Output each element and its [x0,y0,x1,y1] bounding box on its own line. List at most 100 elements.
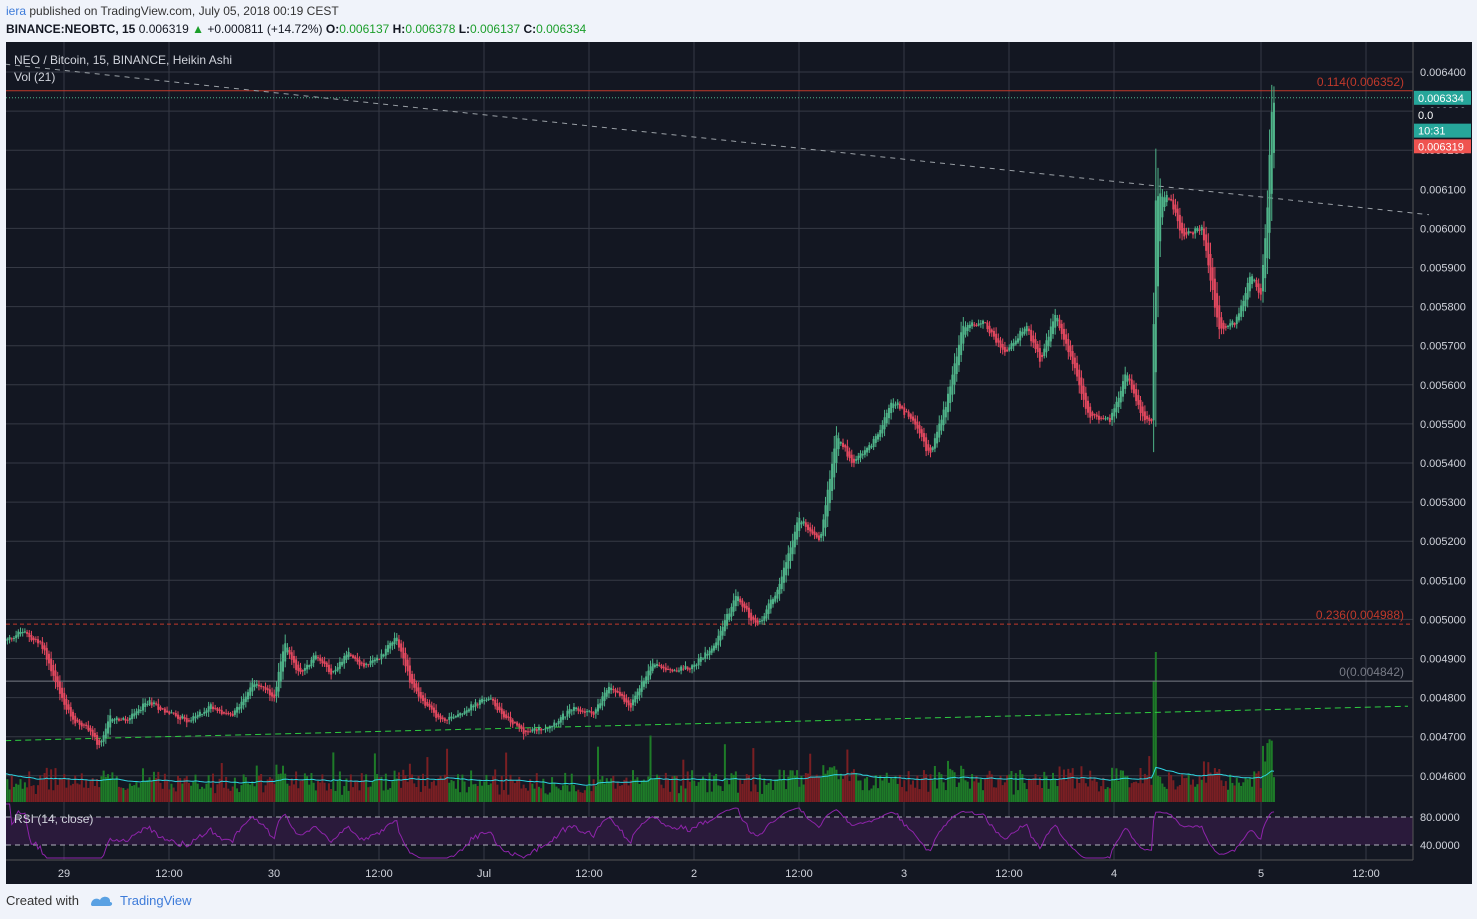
candle-down [1202,228,1205,241]
candle-down [621,693,624,696]
candle-up [1266,207,1269,259]
candle-up [192,716,195,721]
candle-up [695,664,698,666]
candle-up [955,356,958,374]
candle-up [557,721,560,725]
volume-bar [677,793,680,802]
volume-bar [391,781,394,802]
candle-down [408,665,411,683]
rsi-line [6,803,1275,859]
candle-down [85,724,88,727]
volume-bar [292,784,295,802]
candle-up [551,726,554,728]
volume-bar [190,785,193,802]
volume-bar [1248,777,1251,802]
volume-bar [651,779,654,802]
candle-down [168,711,171,714]
candle-up [594,709,597,714]
candle-down [807,524,810,530]
volume-bar [277,774,280,802]
volume-bar [1069,772,1072,802]
candle-down [929,447,932,453]
candle-down [1095,414,1098,417]
volume-bar [1174,789,1177,802]
volume-bar [78,784,81,802]
candle-up [1163,197,1166,207]
volume-bar [397,772,400,802]
volume-bar [1227,789,1230,802]
volume-bar [712,775,715,802]
candle-up [242,698,245,706]
candle-down [43,645,46,651]
volume-bar [461,774,464,802]
volume-bar [111,772,114,802]
volume-bar [1108,788,1111,802]
volume-bar [54,768,57,802]
time-tick-label: 12:00 [365,868,393,880]
volume-bar [977,782,980,802]
volume-bar [879,775,882,802]
candle-down [916,421,919,429]
candle-down [378,659,381,661]
volume-bar [369,786,372,802]
candle-down [743,603,746,609]
candle-up [1010,343,1013,349]
volume-bar [730,773,733,802]
candle-down [28,632,31,638]
time-axis[interactable]: 29 12:00 30 12:00 Jul 12:00 2 12:00 3 12:00 4 5 12:0… [6,859,1413,880]
volume-bar [330,788,333,802]
candle-down [912,416,915,421]
price-tick-label: 0.004900 [1420,654,1466,666]
candle-down [222,712,225,714]
volume-bar [868,790,871,802]
candle-down [397,639,400,648]
volume-bar [734,771,737,802]
candle-down [1139,399,1142,414]
volume-bar [284,773,287,802]
volume-bar [19,779,22,802]
volume-bar [1251,786,1254,802]
candle-up [947,393,950,413]
volume-bar [920,777,923,802]
volume-bar [80,773,83,802]
candle-up [553,722,556,727]
volume-bar [282,765,285,802]
volume-bar [800,775,803,802]
volume-bar [1205,782,1208,802]
volume-bar [413,783,416,802]
volume-bar [1104,789,1107,802]
volume-bar [960,765,963,802]
price-tick-label: 0.005200 [1420,536,1466,548]
price-axis[interactable]: 0.0064000.0063000.0062000.0061000.006000… [1412,42,1466,860]
volume-bar [1218,768,1221,802]
volume-bar [653,778,656,802]
volume-bar [1192,779,1195,802]
price-change: +0.000811 (+14.72%) [207,22,323,36]
candle-up [1272,102,1275,153]
volume-bar [594,785,597,802]
candle-down [522,727,525,734]
candle-up [767,603,770,614]
volume-bar [115,776,118,802]
candle-down [1178,214,1181,231]
volume-bar [890,777,893,802]
volume-bar [1257,771,1260,802]
volume-bar [196,783,199,802]
volume-bar [796,770,799,802]
candle-down [424,698,427,706]
time-tick-label: 3 [901,868,907,880]
candle-down [1207,242,1210,266]
volume-bar [26,787,29,802]
volume-bar [1076,778,1079,802]
candle-down [262,686,265,688]
symbol-label: BINANCE:NEOBTC, 15 [6,22,136,36]
publisher-link[interactable]: iera [6,4,27,18]
price-tick-label: 0.005500 [1420,419,1466,431]
price-axis-bg [1413,42,1472,884]
tradingview-link[interactable]: TradingView [120,893,192,908]
candle-up [1017,338,1020,343]
candle-up [1194,228,1197,234]
volume-bar [415,787,418,802]
candle-up [710,648,713,653]
price-chart[interactable]: 80.0000 40.0000 0.114(0.006352) 0.236(0.00… [6,42,1472,884]
